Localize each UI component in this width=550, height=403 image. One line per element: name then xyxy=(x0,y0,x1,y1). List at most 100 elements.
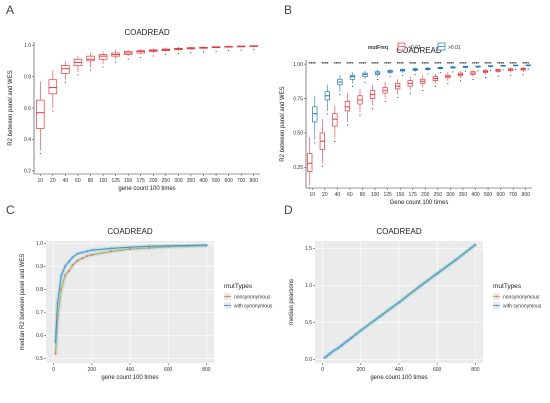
x-tick-label: 250 xyxy=(434,192,443,198)
x-tick-label: 600 xyxy=(496,192,505,198)
outlier-point xyxy=(472,78,474,81)
x-tick-label: 300 xyxy=(174,178,183,184)
outlier-point xyxy=(502,69,504,71)
outlier-point xyxy=(427,73,429,75)
x-tick-label: 600 xyxy=(433,367,442,373)
x-axis-label: Gene count 100 times xyxy=(390,200,449,206)
significance-marker: **** xyxy=(372,61,379,66)
outlier-point xyxy=(115,61,117,63)
box-001-600 xyxy=(495,68,501,77)
y-tick-label: 0.75 xyxy=(293,96,303,102)
chart-title: COADREAD xyxy=(396,46,442,55)
box-r2-250 xyxy=(161,47,171,55)
x-tick-label: 40 xyxy=(63,178,69,184)
x-tick-label: 600 xyxy=(164,367,173,373)
outlier-point xyxy=(527,68,529,70)
outlier-point xyxy=(515,68,517,71)
data-point xyxy=(109,247,113,250)
data-point xyxy=(340,344,343,347)
x-tick-label: 150 xyxy=(124,178,133,184)
outlier-point xyxy=(102,66,104,68)
y-axis-label: R2 between panel and WES xyxy=(280,86,286,161)
box-001-20 xyxy=(324,84,330,115)
box-001-300 xyxy=(450,66,456,73)
box-001-700 xyxy=(508,67,514,76)
significance-marker: **** xyxy=(434,61,441,66)
box-001-175 xyxy=(407,76,413,94)
box-001-200 xyxy=(420,75,426,92)
x-tick-label: 400 xyxy=(199,178,208,184)
x-tick-label: 175 xyxy=(137,178,146,184)
panel-c: C COADREAD gene count 100 times median R2 b… xyxy=(6,203,273,381)
y-tick-label: 0.0 xyxy=(305,357,312,363)
box-r2-800 xyxy=(249,45,258,51)
significance-marker: **** xyxy=(447,61,454,66)
x-tick-label: 500 xyxy=(212,178,221,184)
smooth-line-with-synonymous xyxy=(54,244,207,343)
x-tick-label: 60 xyxy=(75,178,81,184)
box-body xyxy=(86,55,95,62)
box-r2-300 xyxy=(174,47,183,55)
y-tick-label: 1.5 xyxy=(305,246,312,252)
box-body xyxy=(48,79,58,95)
y-tick-label: 0.2 xyxy=(24,169,31,175)
outlier-point xyxy=(484,76,487,79)
y-tick-label: 1.0 xyxy=(305,283,312,289)
data-point xyxy=(67,260,71,263)
outlier-point xyxy=(414,74,416,76)
y-tick-label: 0.4 xyxy=(24,137,31,143)
outlier-point xyxy=(364,81,366,83)
legend-key-point xyxy=(495,295,498,298)
y-tick-label: 0.6 xyxy=(24,106,31,112)
x-axis-label: gene count 100 times xyxy=(370,375,427,381)
data-point xyxy=(63,274,67,277)
data-point xyxy=(474,243,477,246)
data-point xyxy=(60,288,63,291)
outlier-point xyxy=(152,55,154,57)
outlier-point xyxy=(377,78,379,81)
data-point xyxy=(54,341,57,344)
data-point xyxy=(109,250,113,253)
data-point xyxy=(359,329,362,332)
box-001-20 xyxy=(319,119,325,167)
x-tick-label: 800 xyxy=(250,178,259,184)
x-tick-label: 80 xyxy=(88,178,94,184)
x-tick-label: 20 xyxy=(322,192,328,198)
y-tick-label: 0.50 xyxy=(293,131,303,137)
data-point xyxy=(67,269,71,273)
x-tick-label: 500 xyxy=(484,192,493,198)
x-tick-label: 0 xyxy=(321,367,324,373)
data-point xyxy=(85,254,89,258)
box-r2-20 xyxy=(48,70,58,112)
box-r2-350 xyxy=(186,46,196,54)
significance-marker: **** xyxy=(346,61,353,66)
y-tick-label: 0.5 xyxy=(36,356,43,362)
outlier-point xyxy=(127,58,129,60)
box-r2-400 xyxy=(199,46,208,53)
outlier-point xyxy=(89,69,92,71)
significance-marker: **** xyxy=(409,61,416,66)
outlier-point xyxy=(459,80,461,82)
panel-label: D xyxy=(284,203,293,217)
significance-marker: **** xyxy=(522,61,529,66)
smooth-line-nonsynonymous xyxy=(54,245,207,354)
x-tick-label: 150 xyxy=(396,192,405,198)
box-001-10 xyxy=(312,95,318,144)
x-tick-label: 200 xyxy=(149,178,158,184)
data-point xyxy=(71,256,74,259)
data-point xyxy=(323,356,326,359)
x-tick-label: 175 xyxy=(409,192,418,198)
smooth-line-with-synonymous xyxy=(324,244,476,359)
data-point xyxy=(85,250,89,253)
significance-marker: **** xyxy=(497,61,504,66)
data-point xyxy=(205,244,208,247)
outlier-point xyxy=(326,113,328,115)
box-001-250 xyxy=(432,73,438,87)
data-point xyxy=(332,349,336,352)
chart-title: COADREAD xyxy=(124,28,170,37)
x-tick-label: 700 xyxy=(509,192,518,198)
panel-b: B COADREAD Gene count 100 times R2 between … xyxy=(280,3,532,206)
outlier-point xyxy=(321,165,323,167)
outlier-point xyxy=(371,107,374,109)
box-001-40 xyxy=(332,105,338,143)
